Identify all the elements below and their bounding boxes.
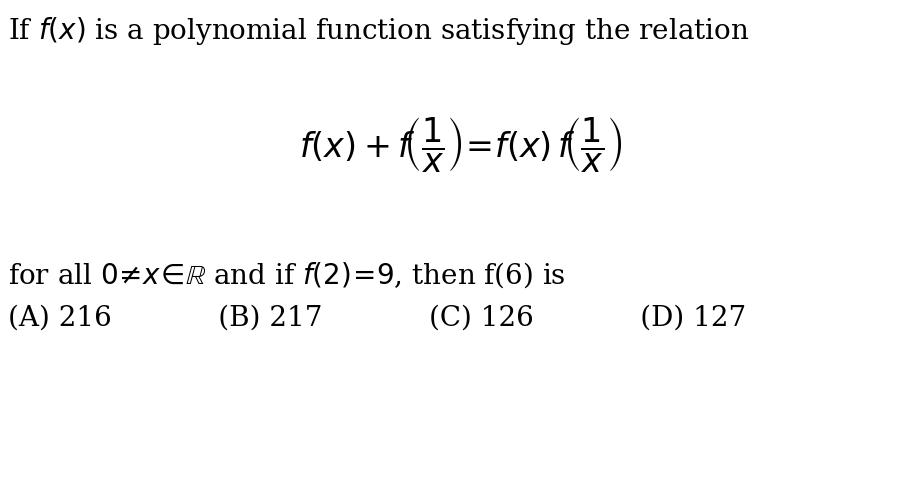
Text: for all $0\!\neq\! x\!\in\!\mathbb{R}$ and if $f(2)\!=\!9$, then f(6) is: for all $0\!\neq\! x\!\in\!\mathbb{R}$ a…	[8, 260, 566, 290]
Text: If $f(x)$ is a polynomial function satisfying the relation: If $f(x)$ is a polynomial function satis…	[8, 15, 750, 47]
Text: $f(x)+f\!\left(\dfrac{1}{x}\right)\!=\!f(x)\,f\!\left(\dfrac{1}{x}\right)$: $f(x)+f\!\left(\dfrac{1}{x}\right)\!=\!f…	[300, 115, 622, 174]
Text: (A) 216            (B) 217            (C) 126            (D) 127: (A) 216 (B) 217 (C) 126 (D) 127	[8, 305, 746, 332]
